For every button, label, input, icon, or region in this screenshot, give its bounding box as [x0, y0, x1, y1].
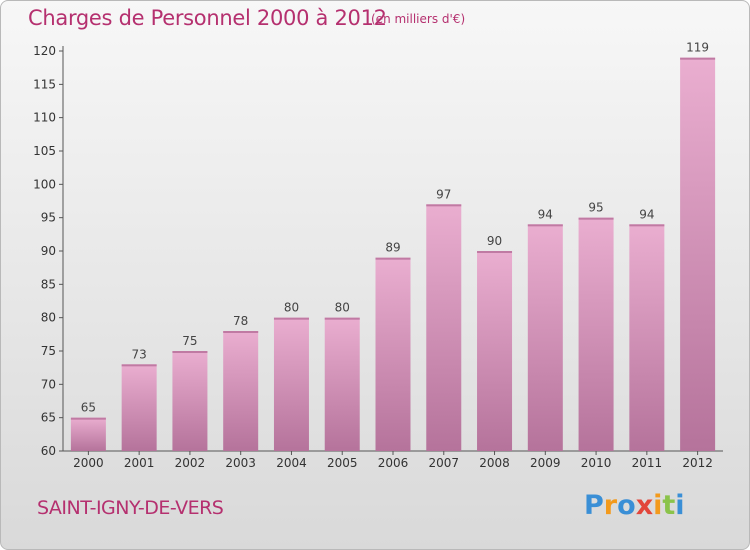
logo-letter: o — [617, 490, 636, 521]
data-label: 94 — [639, 207, 654, 221]
bar — [172, 351, 208, 451]
x-tick-label: 2001 — [124, 456, 155, 470]
y-tick-label: 60 — [41, 444, 56, 458]
bar-top-edge — [324, 317, 360, 320]
bar-top-edge — [223, 331, 259, 333]
bar — [629, 224, 665, 451]
bar — [273, 317, 309, 451]
bar — [375, 257, 411, 451]
bar — [121, 364, 157, 451]
data-label: 80 — [284, 301, 299, 315]
bar — [324, 317, 360, 451]
x-tick-label: 2006 — [378, 456, 409, 470]
bar — [477, 251, 513, 451]
logo-letter: x — [635, 490, 654, 521]
x-tick-label: 2002 — [175, 456, 206, 470]
bar-top-edge — [375, 257, 411, 260]
y-tick-label: 95 — [41, 211, 56, 225]
y-tick-label: 65 — [41, 411, 56, 425]
x-tick-label: 2005 — [327, 456, 358, 470]
logo-letter: r — [603, 490, 618, 521]
logo-letter: P — [584, 490, 604, 521]
unit-note: (en milliers d'€) — [371, 12, 466, 26]
data-label: 75 — [182, 334, 197, 348]
x-tick-label: 2011 — [632, 456, 663, 470]
data-label: 73 — [132, 347, 147, 361]
x-tick-label: 2004 — [276, 456, 307, 470]
data-label: 119 — [686, 41, 709, 55]
y-tick-label: 80 — [41, 311, 56, 325]
y-tick-label: 115 — [33, 77, 56, 91]
chart-title: Charges de Personnel 2000 à 2012 — [28, 6, 387, 30]
axes: 60 65 70 75 80 85 90 95 100 105 110 115 120 2000 2001 2… — [33, 44, 723, 470]
bar — [680, 57, 716, 452]
bar-top-edge — [578, 217, 614, 220]
y-tick-label: 105 — [33, 144, 56, 158]
y-tick-label: 75 — [41, 344, 56, 358]
x-tick-label: 2012 — [682, 456, 713, 470]
bar-top-edge — [477, 251, 513, 253]
data-label: 89 — [385, 241, 400, 255]
x-tick-label: 2007 — [428, 456, 459, 470]
data-label: 95 — [588, 201, 603, 215]
logo-letter: t — [662, 490, 676, 521]
y-tick-label: 110 — [33, 111, 56, 125]
bar — [527, 224, 563, 451]
y-tick-label: 120 — [33, 44, 56, 58]
bars — [70, 57, 716, 452]
x-tick-label: 2009 — [530, 456, 561, 470]
x-tick-label: 2010 — [581, 456, 612, 470]
proxiti-logo: Proxiti — [584, 490, 685, 521]
data-label: 94 — [538, 207, 553, 221]
y-tick-label: 100 — [33, 177, 56, 191]
bar — [426, 204, 462, 451]
x-tick-label: 2000 — [73, 456, 104, 470]
y-tick-label: 70 — [41, 377, 56, 391]
data-labels: 65 73 75 78 80 80 89 97 90 94 95 94 119 — [81, 41, 709, 415]
bar-top-edge — [680, 57, 716, 60]
bar-top-edge — [121, 364, 157, 367]
y-tick-label: 85 — [41, 277, 56, 291]
bar — [578, 217, 614, 451]
x-tick-label: 2003 — [225, 456, 256, 470]
bar — [223, 331, 259, 451]
bar-top-edge — [629, 224, 665, 227]
data-label: 90 — [487, 234, 502, 248]
x-tick-label: 2008 — [479, 456, 510, 470]
bar-top-edge — [426, 204, 462, 207]
commune-name: SAINT-IGNY-DE-VERS — [37, 497, 224, 519]
bar-top-edge — [172, 351, 208, 353]
data-label: 97 — [436, 187, 451, 201]
data-label: 80 — [335, 301, 350, 315]
logo-letter: i — [675, 490, 685, 521]
data-label: 65 — [81, 401, 96, 415]
logo-letter: i — [653, 490, 663, 521]
bar-top-edge — [273, 317, 309, 320]
bar-top-edge — [527, 224, 563, 227]
bar — [70, 417, 106, 451]
bar-top-edge — [70, 417, 106, 420]
y-tick-label: 90 — [41, 244, 56, 258]
data-label: 78 — [233, 314, 248, 328]
